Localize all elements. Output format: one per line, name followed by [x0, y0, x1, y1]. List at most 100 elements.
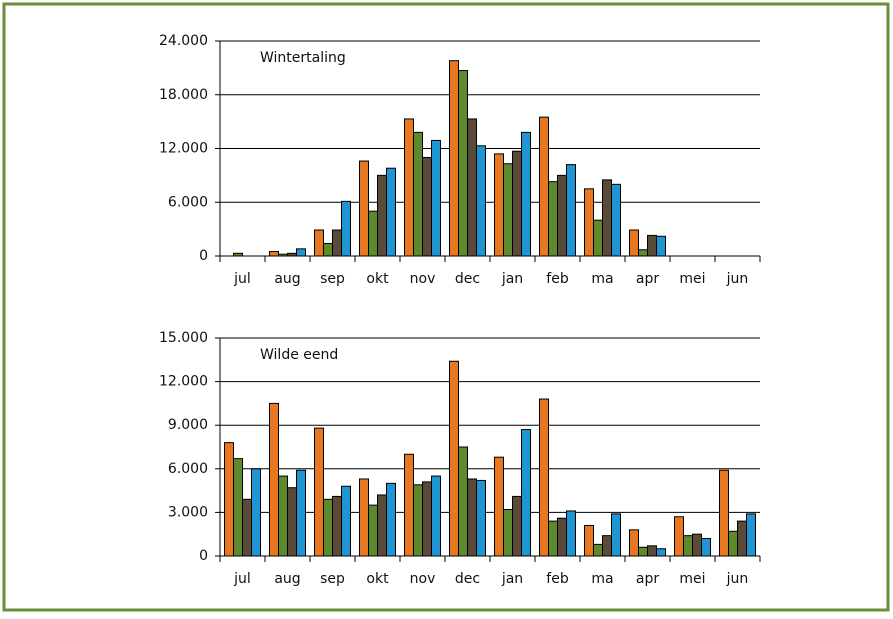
y-tick-label: 0: [199, 248, 208, 264]
bar: [647, 234, 657, 257]
bar: [746, 513, 756, 557]
bar: [287, 487, 297, 557]
bar: [629, 229, 639, 257]
bar: [296, 248, 306, 257]
bar: [503, 163, 513, 257]
bar: [386, 482, 396, 557]
y-tick-label: 24.000: [159, 33, 208, 49]
bar: [467, 118, 477, 257]
bar: [449, 60, 459, 257]
bar: [341, 485, 351, 557]
bar: [494, 153, 504, 257]
bar: [224, 442, 234, 557]
bar: [674, 516, 684, 557]
x-tick-label: dec: [455, 271, 480, 287]
bar: [422, 156, 432, 257]
x-tick-label: sep: [320, 571, 345, 587]
bar: [323, 498, 333, 557]
bar: [719, 469, 729, 557]
x-tick-label: feb: [546, 271, 569, 287]
x-tick-label: nov: [410, 271, 436, 287]
bar: [566, 164, 576, 257]
bar: [476, 479, 486, 557]
bar: [602, 535, 612, 557]
x-tick-label: jul: [233, 271, 251, 287]
bar: [386, 167, 396, 257]
x-tick-label: mei: [679, 271, 705, 287]
bar: [629, 529, 639, 557]
bar: [728, 530, 738, 557]
y-tick-label: 9.000: [168, 417, 208, 433]
bar: [278, 253, 288, 257]
y-tick-label: 6.000: [168, 194, 208, 210]
x-tick-label: sep: [320, 271, 345, 287]
bar: [647, 545, 657, 557]
x-tick-label: aug: [274, 571, 300, 587]
bar: [503, 508, 513, 557]
bar: [683, 535, 693, 557]
bar: [584, 188, 594, 257]
bar: [332, 495, 342, 557]
bar: [314, 229, 324, 257]
x-tick-label: okt: [366, 271, 389, 287]
bar: [602, 179, 612, 257]
bar: [656, 235, 666, 257]
bar: [296, 469, 306, 557]
bar: [521, 429, 531, 557]
y-tick-label: 15.000: [159, 330, 208, 346]
bar: [593, 543, 603, 557]
bar: [458, 446, 468, 557]
bar: [557, 517, 567, 557]
x-tick-label: okt: [366, 571, 389, 587]
bar: [494, 456, 504, 557]
x-tick-label: jan: [501, 271, 523, 287]
bar: [521, 131, 531, 257]
bar: [323, 242, 333, 257]
bar: [404, 453, 414, 557]
bar: [692, 533, 702, 557]
y-tick-label: 3.000: [168, 504, 208, 520]
bar: [701, 538, 711, 557]
x-tick-label: mei: [679, 571, 705, 587]
bar: [278, 475, 288, 557]
bar: [359, 160, 369, 257]
x-tick-label: aug: [274, 271, 300, 287]
bar: [251, 468, 261, 557]
bar: [431, 475, 441, 557]
y-tick-label: 12.000: [159, 374, 208, 390]
bar: [611, 513, 621, 557]
x-tick-label: jun: [726, 571, 749, 587]
bar: [233, 458, 243, 557]
bar: [242, 498, 252, 557]
bar: [368, 504, 378, 557]
bar: [269, 251, 279, 257]
bar: [539, 398, 549, 557]
y-tick-label: 18.000: [159, 87, 208, 103]
x-tick-label: apr: [636, 271, 659, 287]
bar: [449, 360, 459, 557]
bar: [467, 478, 477, 557]
bar: [359, 478, 369, 557]
x-tick-label: jan: [501, 571, 523, 587]
x-tick-label: feb: [546, 571, 569, 587]
bar: [368, 210, 378, 257]
bar: [413, 484, 423, 557]
bar: [638, 546, 648, 557]
bar: [593, 219, 603, 257]
bar: [737, 520, 747, 557]
bar: [413, 131, 423, 257]
x-tick-label: jul: [233, 571, 251, 587]
chart-title: Wintertaling: [260, 50, 346, 66]
bar: [377, 174, 387, 257]
bar: [566, 510, 576, 557]
bar: [377, 494, 387, 557]
bar: [476, 145, 486, 257]
bar: [458, 70, 468, 257]
x-tick-label: jun: [726, 271, 749, 287]
bar: [638, 249, 648, 257]
y-tick-label: 12.000: [159, 141, 208, 157]
bar: [314, 427, 324, 557]
x-tick-label: ma: [591, 271, 613, 287]
bar: [512, 150, 522, 257]
